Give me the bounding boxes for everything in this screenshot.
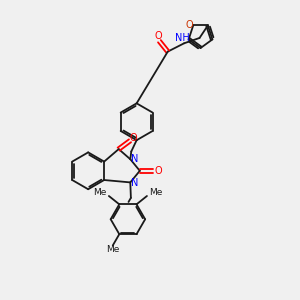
Text: O: O [130,133,137,143]
Text: N: N [131,178,138,188]
Text: Me: Me [149,188,163,197]
Text: O: O [154,166,162,176]
Text: Me: Me [93,188,106,197]
Text: O: O [185,20,193,31]
Text: N: N [131,154,138,164]
Text: NH: NH [175,33,190,43]
Text: O: O [154,31,162,41]
Text: Me: Me [106,245,119,254]
